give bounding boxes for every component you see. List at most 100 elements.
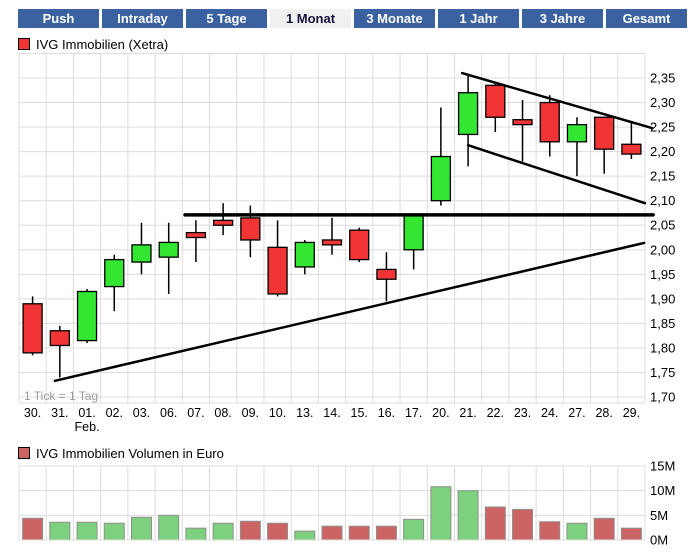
price-legend-swatch-icon	[18, 38, 30, 50]
candle-body	[131, 244, 152, 263]
date-label: 23.	[514, 406, 531, 420]
volume-bar	[49, 521, 71, 541]
date-label: 16.	[378, 406, 395, 420]
date-label: 29.	[623, 406, 640, 420]
price-axis-label: 1,70	[650, 390, 675, 405]
price-axis-label: 2,05	[650, 218, 675, 233]
volume-bar	[239, 520, 261, 541]
tab-gesamt[interactable]: Gesamt	[606, 9, 687, 28]
price-axis-label: 1,90	[650, 291, 675, 306]
candle-body	[566, 123, 588, 143]
date-label: 31.	[51, 406, 68, 420]
volume-bar	[512, 508, 534, 541]
candle-body	[430, 155, 452, 202]
volume-bar	[76, 521, 98, 541]
date-label: 09.	[242, 406, 259, 420]
tick-note: 1 Tick = 1 Tag	[24, 389, 98, 403]
volume-bar	[212, 522, 234, 541]
candle-body	[512, 119, 533, 126]
candle-body	[294, 241, 315, 268]
date-label: 06.	[160, 406, 177, 420]
volume-chart-legend: IVG Immobilien Volumen in Euro	[18, 446, 224, 461]
candle-body	[212, 219, 234, 226]
date-label: 02.	[106, 406, 123, 420]
tab-5-tage[interactable]: 5 Tage	[186, 9, 267, 28]
date-label: 21.	[459, 406, 476, 420]
candle-body	[185, 231, 207, 239]
candle-body	[594, 116, 615, 150]
volume-axis-label: 15M	[650, 459, 675, 474]
candle-body	[49, 330, 70, 347]
date-label: 27.	[568, 406, 585, 420]
volume-bar	[593, 517, 615, 541]
volume-bar	[103, 522, 125, 541]
volume-bar	[620, 527, 642, 541]
volume-bar	[566, 522, 588, 541]
volume-axis-label: 10M	[650, 483, 675, 498]
tab-push[interactable]: Push	[18, 9, 99, 28]
date-label: 17.	[405, 406, 422, 420]
date-label: 28.	[595, 406, 612, 420]
candle-body	[403, 214, 424, 251]
date-label: 22.	[487, 406, 504, 420]
volume-axis-label: 0M	[650, 533, 668, 548]
tab-3-jahre[interactable]: 3 Jahre	[522, 9, 603, 28]
price-axis-label: 2,35	[650, 71, 675, 86]
date-label: 30.	[24, 406, 41, 420]
volume-bar	[130, 516, 152, 541]
candle-body	[621, 143, 642, 155]
volume-bar	[158, 514, 180, 541]
price-axis-label: 1,95	[650, 267, 675, 282]
volume-bar	[348, 525, 370, 541]
price-chart-legend: IVG Immobilien (Xetra)	[18, 37, 168, 52]
date-label: 03.	[133, 406, 150, 420]
price-axis-label: 2,20	[650, 144, 675, 159]
date-label: 13.	[296, 406, 313, 420]
tab-3-monate[interactable]: 3 Monate	[354, 9, 435, 28]
price-axis-label: 2,15	[650, 169, 675, 184]
candle-body	[457, 92, 479, 136]
date-label: 14.	[323, 406, 340, 420]
volume-bar	[430, 486, 452, 541]
candle-body	[321, 239, 343, 246]
candle-body	[158, 241, 179, 258]
date-label: 07.	[187, 406, 204, 420]
candle-body	[240, 217, 261, 241]
price-axis-label: 1,80	[650, 340, 675, 355]
price-axis-label: 2,00	[650, 242, 675, 257]
volume-bar	[321, 525, 343, 541]
date-label: 24.	[541, 406, 558, 420]
date-label: 15.	[351, 406, 368, 420]
volume-bar	[539, 521, 561, 541]
tab-1-jahr[interactable]: 1 Jahr	[438, 9, 519, 28]
date-label: 08.	[214, 406, 231, 420]
candle-body	[22, 303, 43, 354]
volume-bar	[375, 525, 397, 541]
price-axis-label: 1,85	[650, 316, 675, 331]
trendline-lower-descending	[466, 143, 647, 205]
volume-legend-label: IVG Immobilien Volumen in Euro	[36, 446, 224, 461]
date-label: 10.	[269, 406, 286, 420]
volume-bar	[22, 517, 44, 541]
date-label: 01.	[78, 406, 95, 420]
month-label: Feb.	[75, 420, 100, 434]
tab-intraday[interactable]: Intraday	[102, 9, 183, 28]
volume-bar	[457, 490, 479, 541]
candle-body	[539, 101, 560, 143]
candle-body	[104, 258, 125, 288]
volume-bar	[403, 518, 425, 541]
candle-body	[349, 229, 370, 261]
candle-body	[267, 246, 288, 295]
volume-bar	[484, 506, 506, 541]
candle-body	[485, 84, 506, 118]
price-axis-label: 1,75	[650, 365, 675, 380]
volume-bar	[185, 527, 207, 541]
tab-bar: Push Intraday 5 Tage 1 Monat 3 Monate 1 Jahr 3…	[0, 9, 699, 28]
trendline-upper-descending	[460, 71, 654, 130]
tab-1-monat[interactable]: 1 Monat	[270, 9, 351, 28]
price-axis-label: 2,25	[650, 120, 675, 135]
volume-legend-swatch-icon	[18, 447, 30, 459]
price-axis-label: 2,30	[650, 95, 675, 110]
